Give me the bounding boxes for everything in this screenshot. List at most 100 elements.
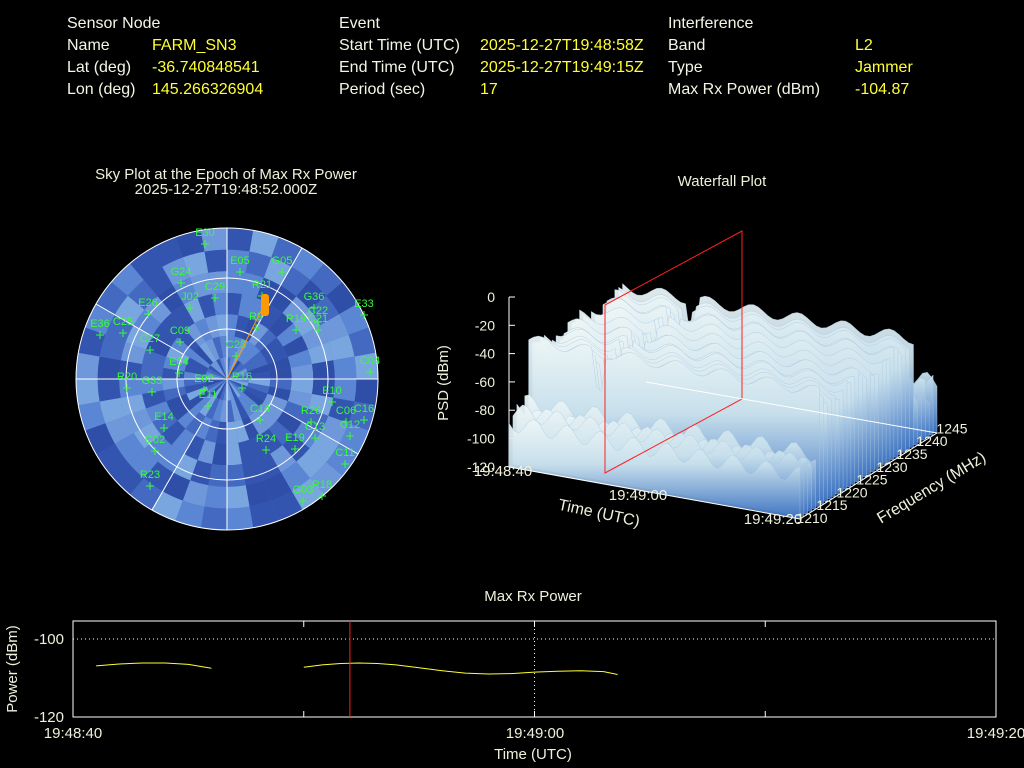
wf-z-tick-label: -40: [475, 346, 495, 362]
satellite-label: C12: [340, 419, 360, 431]
wf-freq-tick-label: 1235: [896, 446, 927, 462]
satellite-marker: [299, 497, 307, 505]
satellite-marker: [176, 338, 184, 346]
sky-cell: [185, 412, 206, 436]
satellite: C21: [308, 313, 328, 334]
sky-cell: [309, 432, 340, 463]
satellite-label: C29: [205, 281, 225, 293]
satellite-marker: [177, 279, 185, 287]
sky-cell: [263, 472, 292, 501]
satellite-label: E04: [169, 356, 189, 368]
satellite-marker: [366, 368, 374, 376]
satellite-marker: [278, 268, 286, 276]
sky-cell: [333, 379, 357, 402]
sky-cell: [291, 248, 325, 280]
sky-cell: [213, 360, 227, 379]
satellite-label: C11: [335, 447, 354, 459]
max-rx-x-axis-label: Time (UTC): [494, 746, 572, 763]
satellite: E36: [90, 318, 110, 339]
wf-freq-tick-label: 1230: [876, 459, 907, 475]
sky-cell: [140, 364, 164, 379]
satellite-label: G05: [272, 255, 293, 267]
sky-cell: [283, 335, 309, 357]
sky-cell: [219, 335, 227, 358]
satellite-marker: [201, 240, 209, 248]
sky-cell: [245, 480, 272, 507]
sky-cell: [129, 248, 163, 280]
satellite: G05: [272, 255, 293, 276]
satellite-label: C21: [308, 313, 328, 325]
sky-cell: [227, 400, 235, 423]
sky-cell: [76, 379, 100, 406]
sky-cell: [348, 327, 376, 357]
sky-cell: [111, 263, 144, 296]
satellite-marker: [310, 304, 318, 312]
interference-maxrx-label: Max Rx Power (dBm): [668, 81, 821, 98]
sky-cell: [290, 379, 314, 394]
sky-cell: [328, 397, 355, 424]
sky-cell: [182, 480, 209, 507]
sky-cell: [227, 379, 249, 387]
sky-cell: [160, 312, 186, 338]
wf-z-ticks: 0 -20 -40 -60 -80 -100 -120: [467, 289, 515, 475]
sky-cell: [227, 379, 241, 398]
satellite-label: C22: [308, 305, 328, 317]
sky-cell: [171, 428, 195, 454]
sky-cell: [145, 335, 171, 357]
sky-cell: [267, 356, 291, 372]
sky-cell: [199, 341, 217, 363]
sky-cell: [157, 445, 184, 473]
satellite-marker: [123, 384, 131, 392]
satellite-marker: [307, 418, 315, 426]
wf-freq-tick-label: 1215: [816, 497, 847, 513]
sky-cell: [175, 230, 205, 258]
sky-cell: [227, 371, 249, 379]
sky-plot-subtitle: 2025-12-27T19:48:52.000Z: [134, 181, 318, 198]
wf-time-tick-label: 19:49:20: [744, 511, 802, 528]
sky-cell: [326, 281, 358, 315]
wf-freq-tick-label: 1225: [856, 472, 887, 488]
sky-cell: [280, 266, 311, 297]
sky-cell: [248, 379, 271, 387]
satellite: G03: [293, 484, 313, 505]
satellite: C11: [335, 447, 355, 468]
wf-z-tick-label: -120: [467, 459, 495, 475]
sky-cell: [227, 379, 249, 383]
sky-cell: [282, 296, 310, 324]
satellite-label: E10: [322, 385, 342, 397]
sky-cell: [162, 257, 191, 286]
sky-cell: [243, 351, 265, 369]
sky-cell: [227, 292, 242, 316]
sky-cell: [249, 500, 279, 528]
sky-cell: [205, 375, 227, 379]
sensor-lat-value: -36.740848541: [152, 59, 260, 76]
satellite: R24: [256, 433, 276, 454]
sky-cell: [310, 462, 343, 495]
satellite: R16: [232, 371, 252, 392]
sky-cell: [183, 371, 206, 379]
satellite-label: C02: [145, 434, 165, 446]
sky-spoke-nw: [95, 303, 184, 355]
sky-cell: [142, 390, 167, 409]
sky-cell: [227, 379, 238, 400]
event-end-label: End Time (UTC): [339, 59, 455, 76]
wf-time-tick-label: 19:48:40: [474, 463, 532, 480]
satellite-label: E33: [354, 298, 374, 310]
satellite-marker: [342, 418, 350, 426]
sky-cell: [308, 393, 334, 416]
satellite-marker: [211, 294, 219, 302]
sensor-lat-label: Lat (deg): [67, 59, 132, 76]
sky-cell: [227, 506, 254, 530]
satellite-label: E02: [194, 373, 214, 385]
satellite: C13: [305, 421, 325, 442]
satellite-label: R20: [117, 371, 137, 383]
sky-cell: [227, 379, 235, 401]
satellite-marker: [262, 446, 270, 454]
max-rx-grid: [73, 621, 996, 717]
satellite: C09: [170, 325, 190, 346]
sky-cell: [184, 364, 207, 376]
sky-cell: [219, 357, 227, 379]
event-start-value: 2025-12-27T19:48:58Z: [480, 37, 644, 54]
sky-cell: [280, 461, 311, 492]
